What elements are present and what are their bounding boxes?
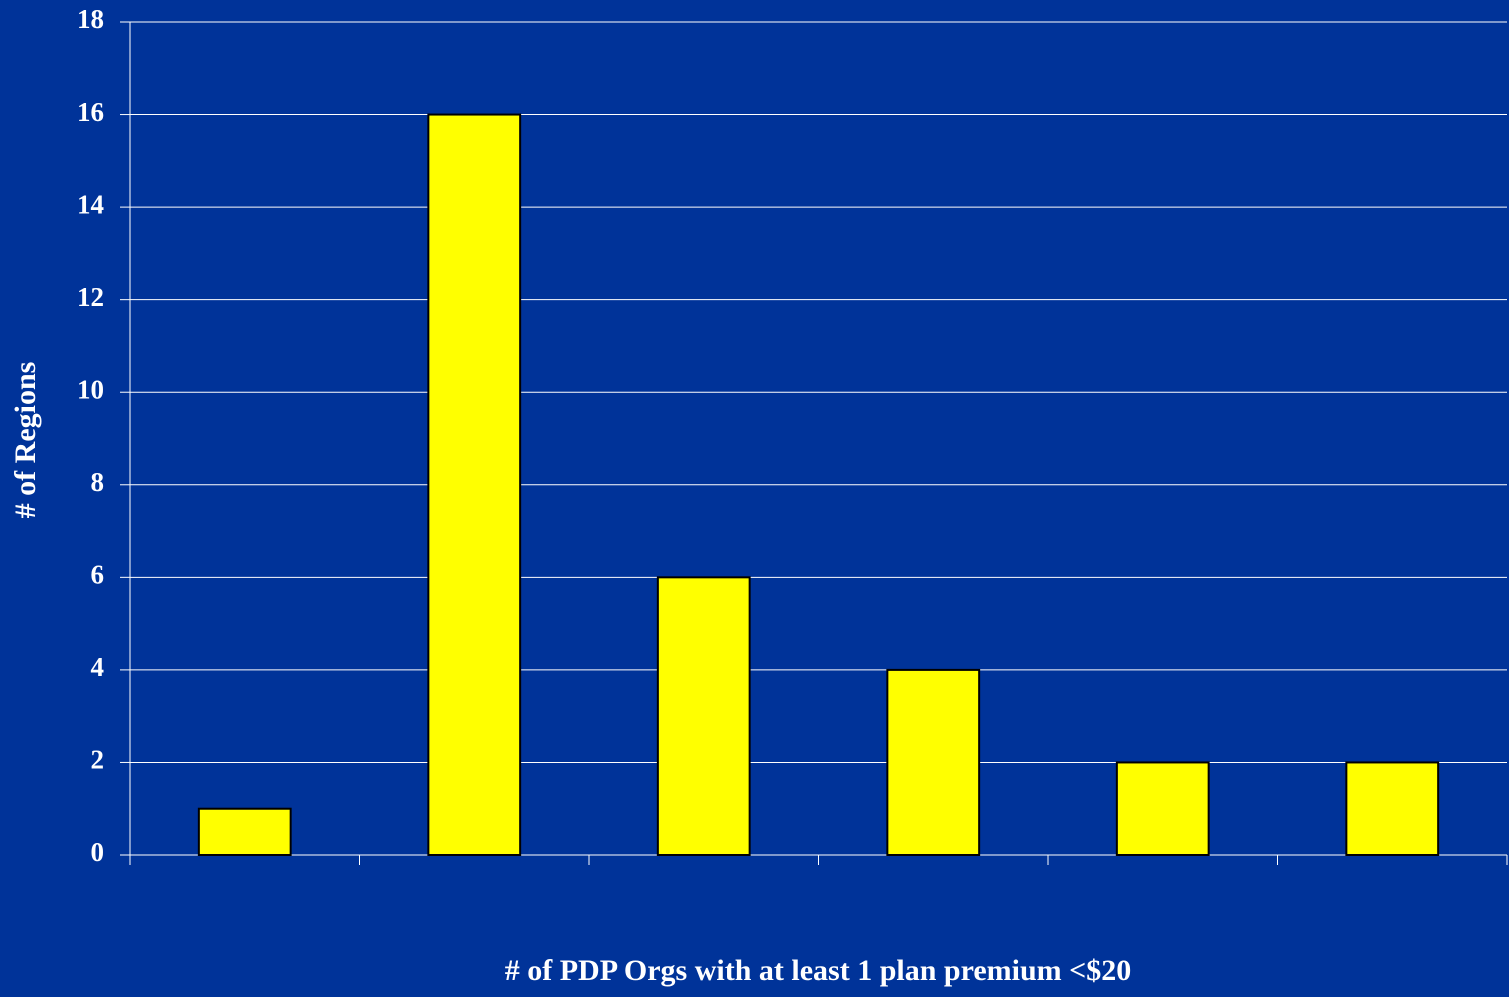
y-tick-label: 8 <box>91 467 105 497</box>
x-axis-title: # of PDP Orgs with at least 1 plan premi… <box>505 954 1132 987</box>
bar <box>197 807 292 857</box>
y-tick-label: 4 <box>91 652 105 682</box>
y-tick-label: 18 <box>77 4 104 34</box>
bar <box>1345 761 1440 857</box>
y-tick-label: 12 <box>77 282 104 312</box>
bar <box>886 668 981 857</box>
y-axis-title: # of Regions <box>9 362 42 519</box>
bar <box>656 576 751 856</box>
bar <box>1115 761 1210 857</box>
y-tick-label: 2 <box>91 745 105 775</box>
y-tick-label: 14 <box>77 189 104 219</box>
y-tick-label: 16 <box>77 97 104 127</box>
bar <box>427 113 522 857</box>
y-tick-label: 6 <box>91 560 105 590</box>
y-tick-label: 0 <box>91 837 105 867</box>
y-tick-label: 10 <box>77 374 104 404</box>
